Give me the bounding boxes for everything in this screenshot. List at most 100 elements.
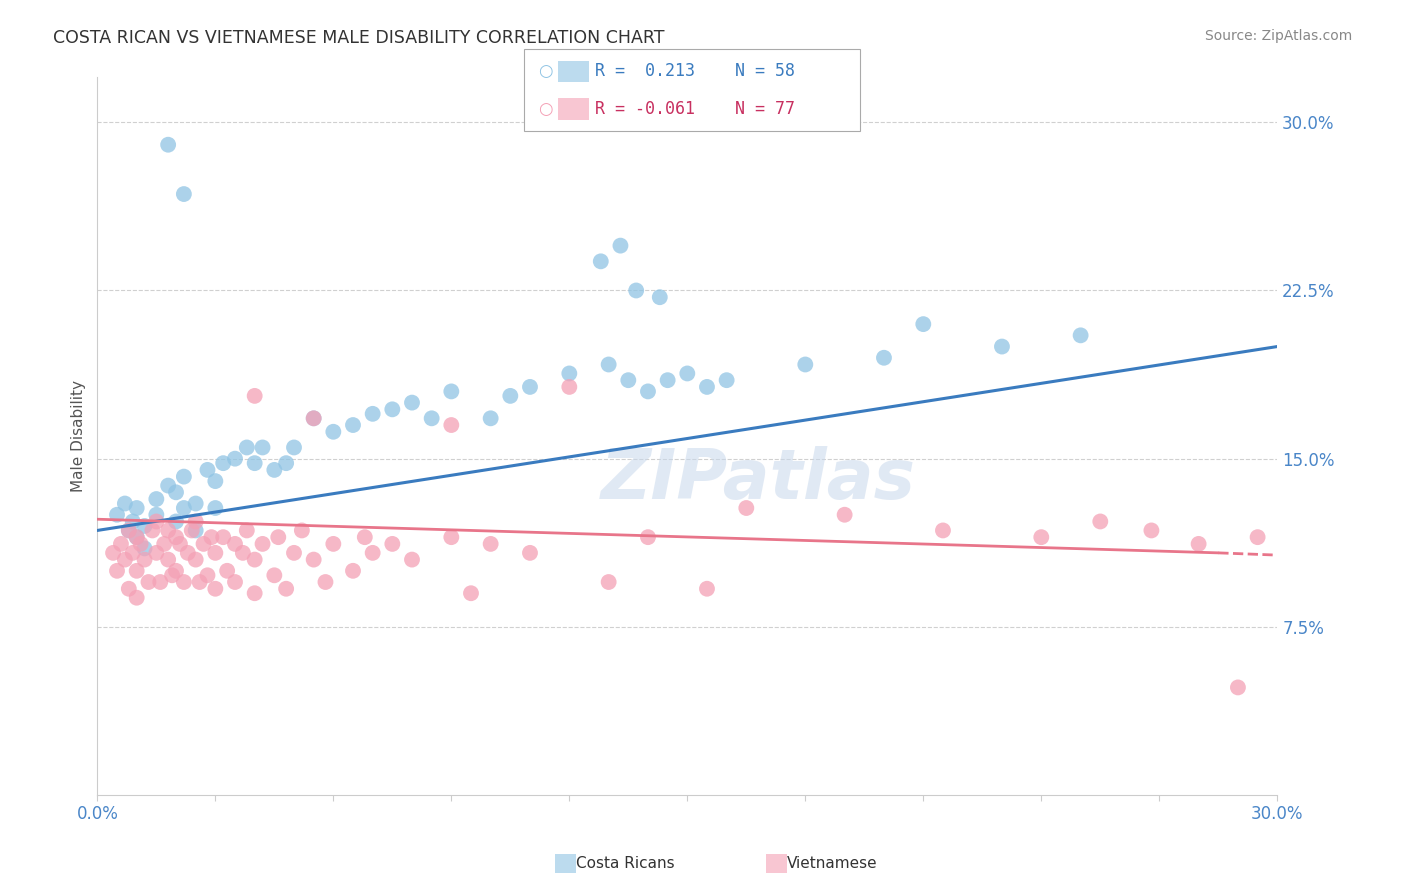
Point [263,568,285,582]
Point [236,441,259,455]
Y-axis label: Male Disability: Male Disability [72,380,86,492]
Text: ○: ○ [538,62,553,80]
Point [114,552,136,566]
Point [134,541,156,556]
Point [401,395,423,409]
Point [353,530,375,544]
Point [558,380,581,394]
Point [648,290,671,304]
Point [609,238,631,252]
Point [519,546,541,560]
Point [125,564,148,578]
Point [598,574,620,589]
Point [118,582,141,596]
Point [1031,530,1053,544]
Point [617,373,640,387]
Point [342,418,364,433]
Text: Costa Ricans: Costa Ricans [576,856,675,871]
Point [141,524,163,538]
Point [184,524,207,538]
Text: ○: ○ [538,100,553,118]
Point [1187,537,1209,551]
Point [276,456,298,470]
Point [1246,530,1268,544]
Point [173,574,195,589]
Text: Vietnamese: Vietnamese [787,856,877,871]
Point [479,411,502,425]
Point [157,137,180,152]
Point [224,574,246,589]
Point [204,582,226,596]
Point [440,418,463,433]
Point [212,530,235,544]
Point [932,524,955,538]
Point [114,496,136,510]
Point [657,373,679,387]
Point [101,546,124,560]
Point [381,402,404,417]
Point [149,574,172,589]
Point [145,515,167,529]
Text: COSTA RICAN VS VIETNAMESE MALE DISABILITY CORRELATION CHART: COSTA RICAN VS VIETNAMESE MALE DISABILIT… [53,29,665,46]
Point [912,317,935,331]
Point [105,508,128,522]
Point [173,501,195,516]
Point [637,530,659,544]
Point [267,530,290,544]
Point [184,496,207,510]
Point [184,552,207,566]
Point [1140,524,1163,538]
Point [121,546,143,560]
Point [197,463,219,477]
Point [873,351,896,365]
Point [302,411,325,425]
Point [165,564,187,578]
Point [243,552,266,566]
Point [129,537,152,551]
Point [1090,515,1112,529]
Point [243,456,266,470]
Point [735,501,758,516]
Point [204,501,226,516]
Point [519,380,541,394]
Point [420,411,443,425]
Point [460,586,482,600]
Point [263,463,285,477]
Point [232,546,254,560]
Point [157,478,180,492]
Point [204,546,226,560]
Point [302,411,325,425]
Point [479,537,502,551]
Point [169,537,191,551]
Point [440,384,463,399]
Point [302,552,325,566]
Point [200,530,222,544]
Point [145,546,167,560]
Point [401,552,423,566]
Point [188,574,211,589]
Point [696,582,718,596]
Point [1070,328,1092,343]
Point [252,537,274,551]
Point [157,524,180,538]
Point [145,508,167,522]
Point [314,574,336,589]
Point [217,564,239,578]
Point [212,456,235,470]
Point [361,407,384,421]
Point [184,515,207,529]
Point [197,568,219,582]
Point [118,524,141,538]
Point [125,501,148,516]
Point [589,254,612,268]
Point [224,451,246,466]
Point [180,524,202,538]
Point [991,340,1014,354]
Point [243,389,266,403]
Point [499,389,522,403]
Point [138,574,160,589]
Point [283,441,305,455]
Point [283,546,305,560]
Point [361,546,384,560]
Point [342,564,364,578]
